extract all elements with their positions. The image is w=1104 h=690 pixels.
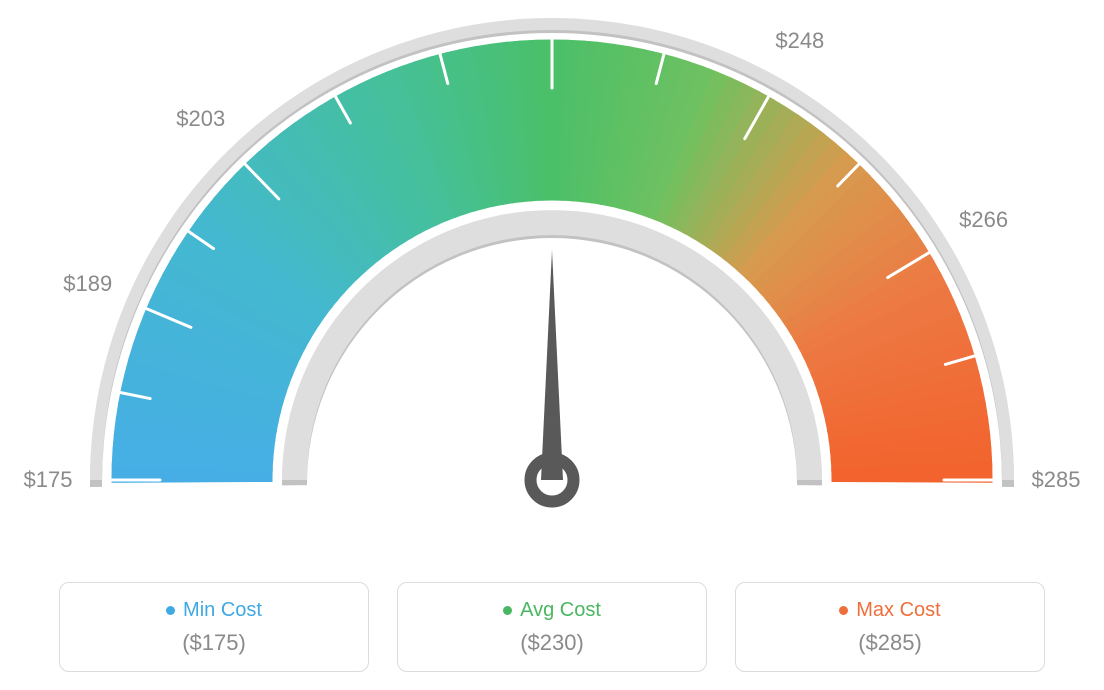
tick-label: $285 (1032, 467, 1081, 493)
legend-dot-icon (503, 606, 512, 615)
tick-label: $266 (959, 207, 1008, 233)
legend-title: Min Cost (166, 599, 262, 622)
tick-label: $248 (775, 28, 824, 54)
legend-card-max-cost: Max Cost ($285) (735, 582, 1045, 672)
cost-gauge-infographic: $175$189$203$230$248$266$285 Min Cost($1… (0, 0, 1104, 690)
legend-label: Max Cost (856, 599, 940, 622)
gauge-needle (541, 250, 563, 480)
legend-dot-icon (839, 606, 848, 615)
legend-row: Min Cost ($175) Avg Cost ($230) Max Cost ($28… (0, 582, 1104, 672)
legend-title: Avg Cost (503, 599, 601, 622)
legend-label: Avg Cost (520, 599, 601, 622)
legend-value: ($285) (858, 630, 922, 656)
legend-value: ($175) (182, 630, 246, 656)
legend-dot-icon (166, 606, 175, 615)
legend-label: Min Cost (183, 599, 262, 622)
legend-title: Max Cost (839, 599, 940, 622)
tick-label: $189 (63, 271, 112, 297)
tick-label: $175 (24, 467, 73, 493)
gauge-area: $175$189$203$230$248$266$285 (0, 0, 1104, 560)
legend-value: ($230) (520, 630, 584, 656)
legend-card-avg-cost: Avg Cost ($230) (397, 582, 707, 672)
legend-card-min-cost: Min Cost ($175) (59, 582, 369, 672)
gauge-svg (0, 0, 1104, 560)
tick-label: $203 (176, 106, 225, 132)
